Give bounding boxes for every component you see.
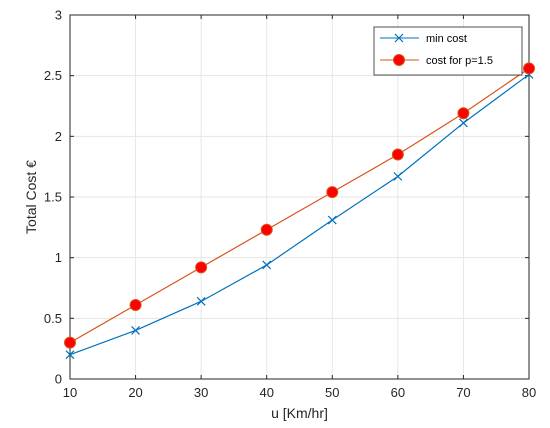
data-point-x-marker	[65, 350, 75, 360]
data-point-x-marker	[196, 296, 206, 306]
legend-marker-cost-p15	[393, 54, 405, 66]
x-tick-label: 40	[259, 385, 273, 400]
grid	[70, 15, 529, 379]
y-tick-label: 2	[55, 129, 62, 144]
x-tick-label: 10	[63, 385, 77, 400]
y-tick-label: 3	[55, 8, 62, 23]
data-point-circle-marker	[326, 186, 339, 199]
series-line-1	[69, 67, 530, 344]
data-point-x-marker	[327, 215, 337, 225]
y-axis-ticks: 0 0.5 1 1.5 2 2.5 3	[44, 8, 529, 387]
y-axis-label: Total Cost €	[23, 160, 39, 234]
x-tick-label: 80	[522, 385, 536, 400]
legend-box	[373, 26, 523, 76]
data-point-circle-marker	[523, 62, 535, 75]
x-tick-label: 30	[194, 385, 208, 400]
x-tick-label: 60	[391, 385, 405, 400]
legend-marker-min-cost	[394, 33, 404, 43]
x-tick-label: 70	[456, 385, 470, 400]
y-tick-label: 0.5	[44, 311, 62, 326]
data-point-x-marker	[459, 118, 468, 128]
series-group	[64, 62, 535, 360]
series-line-0	[69, 73, 530, 356]
data-point-circle-marker	[391, 148, 404, 161]
y-tick-label: 0	[55, 372, 62, 387]
data-point-x-marker	[131, 326, 140, 335]
y-tick-label: 1	[55, 250, 62, 265]
legend-label-min-cost: min cost	[426, 33, 467, 45]
legend: min cost cost for p=1.5	[373, 26, 523, 76]
data-point-circle-marker	[457, 107, 470, 120]
data-point-circle-marker	[195, 261, 208, 274]
x-axis-label: u [Km/hr]	[271, 405, 328, 421]
y-tick-label: 1.5	[44, 190, 62, 205]
data-point-circle-marker	[64, 336, 76, 349]
legend-label-cost-p15: cost for p=1.5	[426, 55, 493, 67]
data-point-circle-marker	[260, 223, 273, 236]
y-tick-label: 2.5	[44, 68, 62, 83]
x-tick-label: 20	[128, 385, 142, 400]
x-axis-ticks: 10 20 30 40 50 60 70 80	[63, 15, 536, 400]
data-point-x-marker	[393, 171, 403, 181]
data-point-circle-marker	[129, 298, 142, 311]
data-point-x-marker	[262, 260, 272, 270]
x-tick-label: 50	[325, 385, 339, 400]
